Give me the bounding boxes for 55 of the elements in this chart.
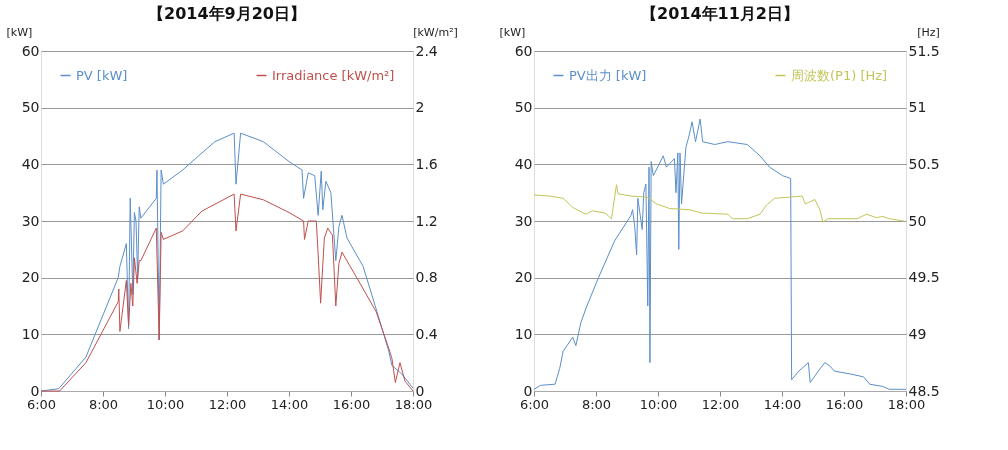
y-tick-label: 30	[514, 212, 533, 229]
y2-axis-title: [kW/m²]	[413, 25, 458, 39]
y-tick-label: 10	[21, 325, 40, 342]
legend-label: 周波数(P1) [Hz]	[791, 67, 888, 83]
y2-tick-label: 49	[908, 325, 927, 342]
y2-tick-label: 50.5	[908, 155, 940, 172]
x-tick-label: 6:00	[26, 396, 57, 412]
y2-tick-label: 0.8	[415, 269, 438, 286]
line-series	[533, 118, 907, 390]
y2-tick-label: 48.5	[908, 382, 940, 399]
chart-title: 【2014年11月2日】	[641, 4, 799, 23]
x-tick-label: 16:00	[825, 396, 864, 412]
x-tick-label: 8:00	[581, 396, 612, 412]
y-axis-title: [kW]	[499, 25, 526, 39]
y-tick-label: 0	[523, 382, 533, 399]
y-tick-label: 40	[514, 155, 533, 172]
x-tick-label: 8:00	[88, 396, 119, 412]
y2-tick-label: 2	[415, 99, 425, 116]
y2-tick-label: 49.5	[908, 269, 940, 286]
y-axis-title: [kW]	[6, 25, 33, 39]
x-tick-label: 6:00	[519, 396, 550, 412]
y2-tick-label: 51.5	[908, 42, 940, 59]
x-tick-label: 16:00	[332, 396, 371, 412]
y-tick-label: 40	[21, 155, 40, 172]
y2-tick-label: 0.4	[415, 325, 438, 342]
y-tick-label: 60	[514, 42, 533, 59]
x-tick-label: 10:00	[639, 396, 678, 412]
legend-label: PV [kW]	[76, 67, 128, 83]
y2-tick-label: 0	[415, 382, 425, 399]
y2-axis-title: [Hz]	[917, 25, 940, 39]
legend-label: Irradiance [kW/m²]	[272, 67, 395, 83]
y2-tick-label: 50	[908, 212, 927, 229]
y-tick-label: 50	[21, 99, 40, 116]
legend-label: PV出力 [kW]	[569, 67, 647, 83]
x-tick-label: 14:00	[763, 396, 802, 412]
x-tick-label: 18:00	[394, 396, 433, 412]
y-tick-label: 0	[30, 382, 40, 399]
y2-tick-label: 1.2	[415, 212, 438, 229]
y2-tick-label: 2.4	[415, 42, 438, 59]
x-tick-label: 14:00	[270, 396, 309, 412]
y-tick-label: 60	[21, 42, 40, 59]
y-tick-label: 50	[514, 99, 533, 116]
line-series	[533, 184, 905, 223]
x-tick-label: 12:00	[701, 396, 740, 412]
x-tick-label: 18:00	[887, 396, 926, 412]
chart-title: 【2014年9月20日】	[148, 4, 306, 23]
x-tick-label: 12:00	[208, 396, 247, 412]
line-series	[40, 193, 414, 392]
y-tick-label: 20	[21, 269, 40, 286]
y2-tick-label: 51	[908, 99, 927, 116]
x-tick-label: 10:00	[146, 396, 185, 412]
y-tick-label: 20	[514, 269, 533, 286]
y-tick-label: 30	[21, 212, 40, 229]
y-tick-label: 10	[514, 325, 533, 342]
y2-tick-label: 1.6	[415, 155, 438, 172]
